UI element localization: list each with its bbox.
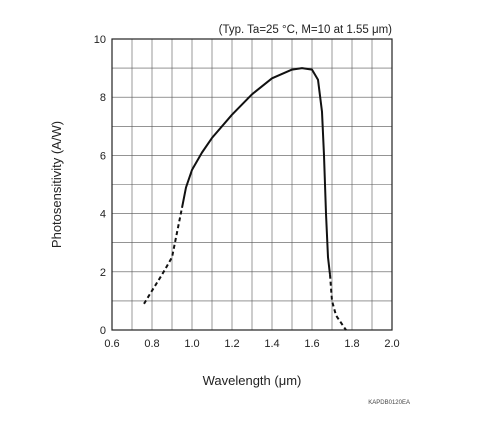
grid bbox=[112, 39, 392, 330]
y-tick-label: 10 bbox=[94, 34, 106, 46]
photosensitivity-curve-dashed bbox=[143, 207, 183, 305]
figure-code: KAPDB0120EA bbox=[368, 400, 410, 406]
x-tick-label: 1.4 bbox=[264, 338, 279, 350]
photosensitivity-curve-dashed bbox=[329, 274, 347, 331]
y-tick-label: 2 bbox=[100, 267, 106, 279]
x-tick-label: 0.6 bbox=[104, 338, 119, 350]
x-axis-label: Wavelength (μm) bbox=[203, 373, 302, 388]
y-tick-label: 0 bbox=[100, 325, 106, 337]
chart-annotation: (Typ. Ta=25 °C, M=10 at 1.55 μm) bbox=[219, 24, 393, 36]
tick-labels: 0.6 0.8 1.0 1.2 1.4 1.6 1.8 2.0 0 2 4 6 8 10 bbox=[94, 34, 400, 350]
x-tick-label: 2.0 bbox=[384, 338, 399, 350]
x-tick-label: 1.8 bbox=[344, 338, 359, 350]
y-tick-label: 6 bbox=[100, 150, 106, 162]
y-tick-label: 4 bbox=[100, 209, 106, 221]
y-axis-label: Photosensitivity (A/W) bbox=[49, 121, 64, 248]
x-tick-label: 1.6 bbox=[304, 338, 319, 350]
y-tick-label: 8 bbox=[100, 92, 106, 104]
x-tick-label: 1.2 bbox=[224, 338, 239, 350]
plot-frame bbox=[111, 38, 393, 331]
x-tick-label: 0.8 bbox=[144, 338, 159, 350]
x-tick-label: 1.0 bbox=[184, 338, 199, 350]
photosensitivity-curve-solid bbox=[181, 67, 331, 275]
series bbox=[143, 67, 347, 331]
